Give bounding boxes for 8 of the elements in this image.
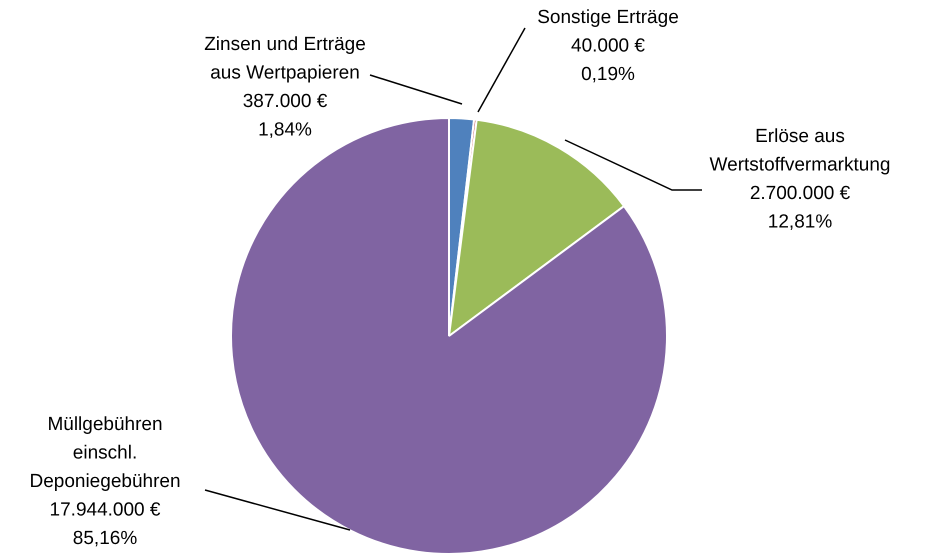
data-label: 387.000 € 1,84% — [242, 91, 328, 141]
slice-label: Müllgebühren einschl. Deponiegebühren — [29, 414, 181, 492]
data-label: 40.000 € 0,19% — [571, 36, 646, 86]
data-label: 2.700.000 € 12,81% — [750, 183, 851, 233]
slice-label: Zinsen und Erträge aus Wertpapieren — [204, 34, 366, 84]
data-label: 17.944.000 € 85,16% — [50, 500, 161, 550]
slice-label: Erlöse aus Wertstoffvermarktung — [710, 126, 890, 176]
slice-label: Sonstige Erträge — [537, 7, 679, 28]
